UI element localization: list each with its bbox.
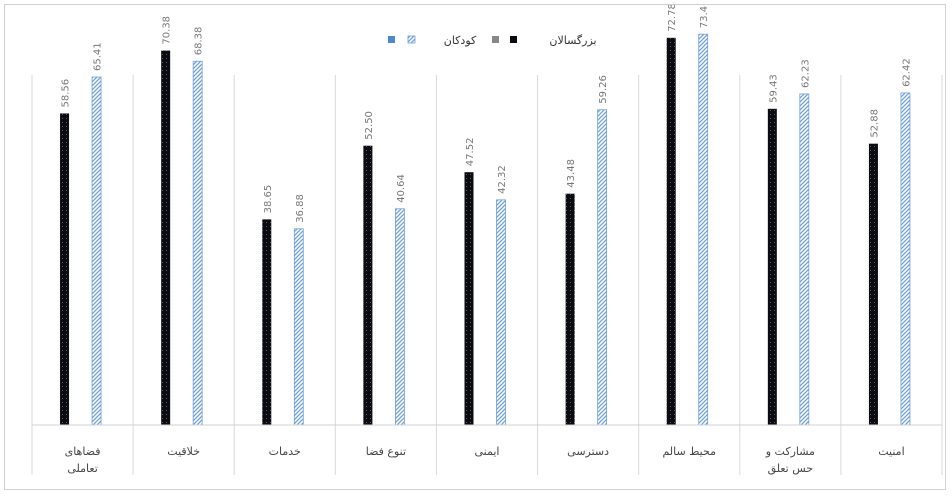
- bar-adults-8: [868, 143, 878, 425]
- legend-swatch: [510, 36, 517, 43]
- category-tick-label: خدمات: [269, 445, 301, 458]
- data-label: 70.38: [162, 16, 173, 45]
- bar-children-8: [900, 92, 911, 426]
- bar-children-1: [192, 60, 203, 426]
- data-label: 62.42: [901, 58, 912, 87]
- legend: کودکان بزرگسالان: [388, 34, 597, 47]
- category-tick-label: فضاهای تعاملی: [65, 445, 101, 475]
- legend-swatch: [407, 35, 416, 44]
- category-tick-label: خلاقیت: [167, 445, 200, 458]
- bar-children-0: [91, 76, 102, 426]
- data-label: 40.64: [396, 174, 407, 203]
- legend-swatch: [492, 36, 499, 43]
- bar-children-3: [394, 208, 405, 426]
- bar-children-4: [496, 199, 506, 426]
- bar-children-2: [293, 228, 304, 426]
- data-label: 52.88: [869, 109, 880, 138]
- data-label: 72.78: [667, 5, 678, 32]
- bar-adults-1: [161, 50, 171, 425]
- bar-children-5: [597, 109, 608, 426]
- data-labels: 58.56 65.41 70.38 68.38 38.65 36.88 52.50 40.64…: [61, 5, 913, 223]
- data-label: 58.56: [61, 79, 72, 108]
- bar-children-6: [698, 33, 709, 426]
- legend-swatch: [388, 36, 395, 43]
- category-tick-label: تنوع فضا: [366, 445, 406, 458]
- bar-adults-5: [565, 193, 575, 425]
- category-tick-label: دسترسی: [567, 445, 609, 458]
- bar-children-7: [799, 93, 810, 426]
- bar-adults-3: [363, 145, 373, 425]
- legend-label: بزرگسالان: [549, 34, 596, 47]
- bar-adults-2: [262, 219, 272, 425]
- data-label: 42.32: [497, 165, 508, 194]
- category-tick-label: مشارکت و حس تعلق: [765, 445, 815, 476]
- data-label: 73.46: [699, 5, 710, 28]
- data-label: 52.50: [364, 111, 375, 140]
- bars: [60, 33, 911, 426]
- data-label: 36.88: [295, 194, 306, 223]
- data-label: 59.43: [768, 74, 779, 103]
- category-tick-label: محیط سالم: [662, 445, 716, 458]
- data-label: 38.65: [263, 185, 274, 214]
- bar-chart: 58.56 65.41 70.38 68.38 38.65 36.88 52.50 40.64…: [31, 5, 943, 476]
- category-tick-label: ایمنی: [475, 445, 500, 458]
- data-label: 62.23: [800, 59, 811, 88]
- bar-adults-0: [60, 113, 70, 425]
- data-label: 43.48: [566, 159, 577, 188]
- chart-frame: 58.56 65.41 70.38 68.38 38.65 36.88 52.50 40.64…: [4, 4, 946, 490]
- data-label: 47.52: [465, 138, 476, 167]
- data-label: 59.26: [598, 75, 609, 104]
- legend-label: کودکان: [444, 34, 477, 47]
- bar-adults-7: [767, 108, 777, 425]
- category-separators: [31, 75, 943, 475]
- category-tick-label: امنیت: [878, 445, 904, 458]
- data-label: 65.41: [93, 42, 104, 71]
- category-tick-labels: فضاهای تعاملی خلاقیت خدمات تنوع فضا ایمنی دستر…: [65, 445, 905, 476]
- data-label: 68.38: [194, 27, 205, 56]
- bar-adults-6: [666, 37, 676, 426]
- bar-adults-4: [464, 172, 474, 425]
